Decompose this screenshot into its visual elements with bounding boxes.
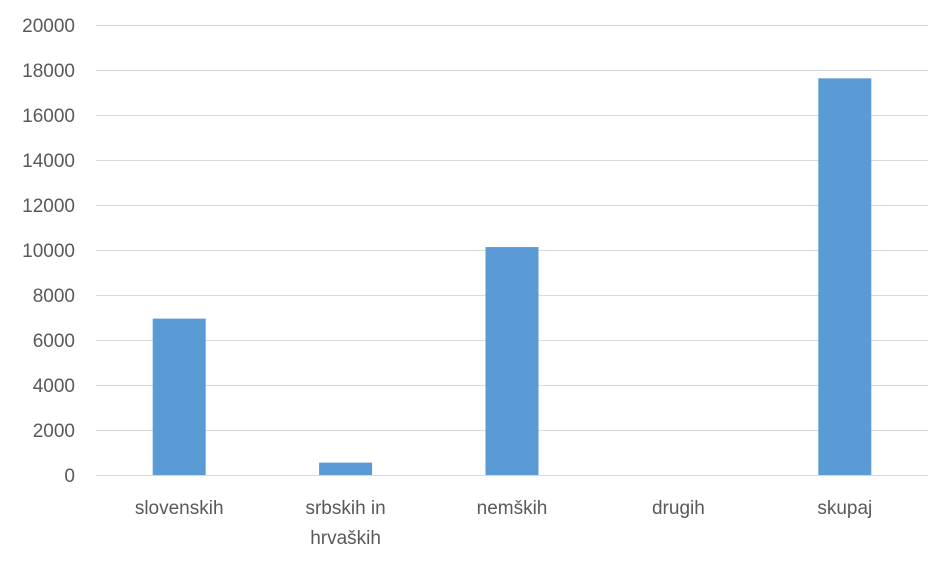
bar-skupaj [818,78,872,475]
x-tick-label: nemških [477,498,548,519]
y-tick-label: 14000 [22,151,75,172]
y-tick-label: 6000 [33,331,75,352]
bar-srbskih-in-hrvaških [319,462,373,475]
y-tick-label: 2000 [33,421,75,442]
y-axis-tick-labels: 0 2000 4000 6000 8000 10000 12000 14000 16000 180… [22,16,75,487]
x-tick-label: skupaj [817,498,872,519]
y-tick-label: 16000 [22,106,75,127]
bar-nemških [485,247,539,475]
x-tick-label: srbskih in hrvaških [305,498,385,549]
y-tick-label: 4000 [33,376,75,397]
x-axis-tick-labels: slovenskih srbskih in hrvaških nemških drugi… [135,498,872,549]
x-tick-label: slovenskih [135,498,224,519]
bar-slovenskih [152,318,206,475]
x-tick-label: drugih [652,498,705,519]
y-tick-label: 20000 [22,16,75,37]
y-tick-label: 12000 [22,196,75,217]
y-tick-label: 18000 [22,61,75,82]
y-tick-label: 0 [64,466,75,487]
bars [152,78,872,475]
y-tick-label: 8000 [33,286,75,307]
y-tick-label: 10000 [22,241,75,262]
